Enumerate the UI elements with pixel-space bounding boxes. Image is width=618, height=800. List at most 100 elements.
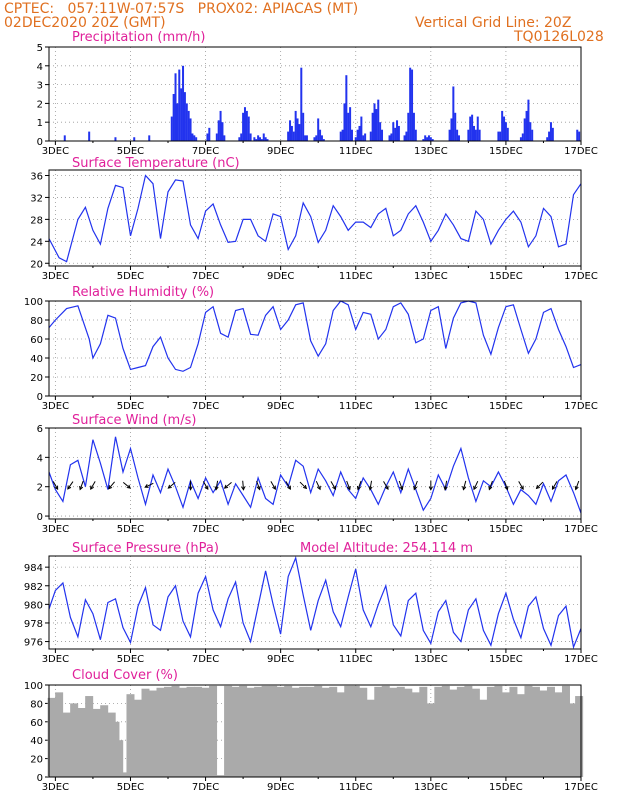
- pressure-frame: [48, 555, 582, 650]
- cloud-bar: [77, 708, 86, 777]
- precip-bar: [379, 122, 382, 141]
- precip-bar: [221, 122, 224, 141]
- wind-arrow-head: [346, 485, 351, 491]
- precip-bar: [360, 116, 363, 141]
- wind-arrow: [398, 480, 403, 490]
- precip-bar: [476, 116, 479, 141]
- wind-arrow: [575, 480, 580, 490]
- temp-line: [48, 174, 582, 263]
- cloud-bar: [479, 699, 488, 777]
- wind-arrow-head: [214, 486, 219, 491]
- precip-ytick-label: 0: [37, 137, 43, 148]
- temp-xtick-label: 9DEC: [267, 271, 294, 282]
- cloud-bar: [351, 685, 360, 777]
- precip-bar: [424, 135, 427, 141]
- precip-bar: [206, 133, 209, 141]
- cloud-bar: [194, 686, 203, 777]
- wind-arrow: [315, 480, 321, 490]
- cloud-bar: [434, 686, 443, 777]
- rh-ytick-label: 60: [30, 335, 43, 346]
- wind-arrow-head: [302, 484, 308, 490]
- wind-arrow-head: [443, 486, 448, 491]
- wind-arrow: [473, 480, 479, 490]
- cloud-bar: [516, 694, 525, 777]
- precip-xtick-label: 17DEC: [564, 146, 598, 157]
- precip-bar: [457, 135, 460, 141]
- cloud-xtick-label: 15DEC: [489, 782, 523, 793]
- wind-frame: [48, 427, 582, 520]
- precip-bar: [187, 110, 190, 141]
- precip-bar: [519, 137, 522, 141]
- precip-ytick-label: 4: [37, 62, 43, 73]
- wind-arrow-head: [356, 485, 361, 491]
- precip-bar: [339, 131, 342, 141]
- precip-bar: [195, 137, 198, 141]
- wind-arrow-head: [144, 484, 149, 488]
- cloud-bar: [141, 688, 150, 777]
- wind-arrow: [285, 481, 291, 490]
- precip-bar: [253, 137, 256, 141]
- precip-bar: [469, 116, 472, 141]
- precip-bar: [347, 112, 350, 141]
- precip-bar: [189, 118, 192, 141]
- pressure-ytick-label: 982: [24, 582, 43, 593]
- cloud-bar: [239, 685, 248, 777]
- cloud-bar: [404, 688, 413, 777]
- temp-xtick-label: 3DEC: [42, 271, 69, 282]
- cloud-ytick-label: 0: [37, 773, 43, 784]
- wind-arrow: [413, 480, 418, 490]
- precip-bar: [523, 118, 526, 141]
- wind-arrow-head: [126, 484, 131, 489]
- cloud-xtick-label: 11DEC: [339, 782, 373, 793]
- precip-bar: [412, 112, 415, 141]
- wind-arrow: [242, 480, 244, 490]
- precip-title: Precipitation (mm/h): [72, 30, 205, 45]
- precip-bar: [578, 131, 581, 141]
- rh-ytick-label: 0: [37, 392, 43, 403]
- precip-bar: [471, 114, 474, 141]
- precip-xtick-label: 11DEC: [339, 146, 373, 157]
- rh-xtick-label: 15DEC: [489, 401, 523, 412]
- precip-bar: [287, 131, 290, 141]
- wind-arrow: [108, 481, 115, 490]
- precip-bar: [191, 133, 194, 141]
- wind-arrow: [518, 481, 524, 490]
- cloud-bar: [419, 686, 428, 777]
- cloud-bar: [344, 685, 353, 777]
- precip-bar: [356, 129, 359, 141]
- precip-bar: [148, 135, 151, 141]
- precip-bar: [549, 122, 552, 141]
- precip-bar: [180, 88, 183, 141]
- wind-arrow: [202, 481, 209, 490]
- temp-ytick-label: 24: [30, 237, 43, 248]
- cloud-bar: [366, 699, 375, 777]
- precip-bar: [133, 137, 136, 141]
- precip-bar: [504, 122, 507, 141]
- wind-ytick-label: 6: [37, 424, 43, 435]
- cloud-bar: [336, 692, 345, 777]
- precip-bar: [452, 86, 455, 141]
- precip-bar: [243, 107, 246, 141]
- cloud-bar: [449, 689, 458, 777]
- header-station: CPTEC: 057:11W-07:57S PROX02: APIACAS (M…: [4, 1, 359, 17]
- precip-bar: [548, 131, 551, 141]
- precip-bar: [377, 99, 380, 141]
- wind-arrow: [552, 481, 558, 490]
- cloud-ytick-label: 80: [30, 699, 43, 710]
- wind-arrow: [144, 482, 154, 488]
- cloud-bar: [464, 685, 473, 777]
- wind-arrow-head: [473, 485, 478, 491]
- precip-bar: [375, 109, 378, 141]
- temp-ytick-label: 36: [30, 171, 43, 182]
- precip-bar: [525, 110, 528, 141]
- precip-bar: [531, 129, 534, 141]
- precip-bar: [474, 129, 477, 141]
- precip-bar: [478, 129, 481, 141]
- cloud-bar: [456, 686, 465, 777]
- precip-xtick-label: 9DEC: [267, 146, 294, 157]
- precip-bar: [369, 131, 372, 141]
- temp-xtick-label: 15DEC: [489, 271, 523, 282]
- precip-bar: [304, 135, 307, 141]
- cloud-bar: [254, 686, 263, 777]
- precip-bar: [397, 125, 400, 141]
